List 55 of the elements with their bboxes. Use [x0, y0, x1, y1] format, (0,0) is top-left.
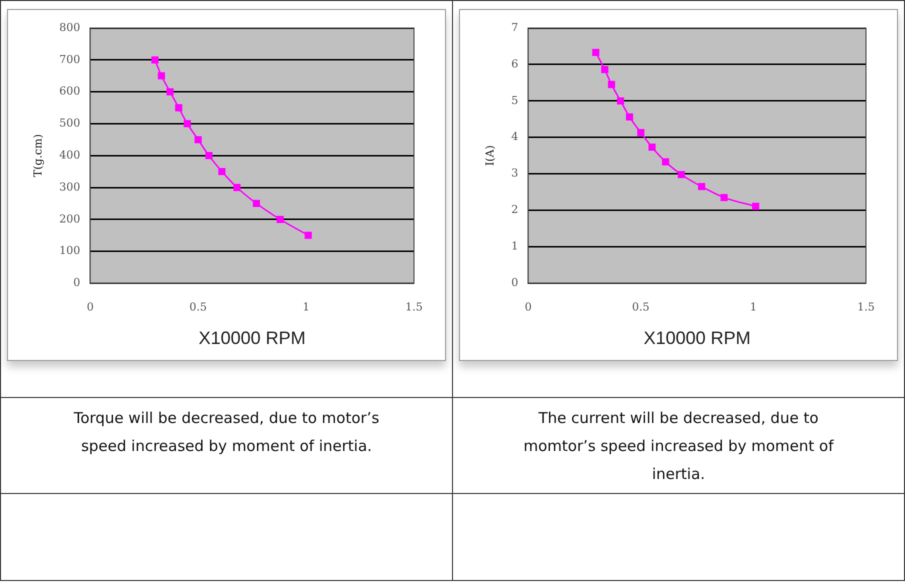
y-tick-label: 3	[511, 166, 518, 180]
point	[752, 202, 760, 210]
y-tick-label: 4	[511, 130, 518, 144]
y-tick-label: 700	[59, 52, 80, 66]
y-axis-title: I(A)	[483, 145, 496, 166]
point	[276, 216, 284, 223]
y-tick-label: 0	[511, 276, 518, 290]
x-axis-title: X10000 RPM	[644, 328, 751, 348]
point	[166, 88, 174, 96]
x-tick-label: 0	[86, 300, 94, 314]
text: The current will be decreased, due to momtor’s speed increased by moment of inertia.	[522, 408, 835, 485]
point	[662, 158, 670, 166]
x-tick-label: 1	[302, 300, 310, 314]
y-tick-label: 600	[59, 84, 80, 98]
y-tick-label: 100	[59, 244, 80, 258]
point	[592, 48, 600, 56]
point	[304, 232, 312, 239]
x-tick-label: 0.5	[632, 300, 650, 314]
y-tick-label: 7	[511, 20, 518, 34]
point	[601, 66, 608, 74]
x-axis-title: X10000 RPM	[198, 328, 306, 348]
x-tick-label: 1.5	[857, 300, 875, 314]
point	[626, 113, 634, 121]
point	[252, 200, 260, 208]
y-tick-label: 6	[511, 57, 518, 70]
y-tick-label: 1	[511, 240, 518, 253]
point	[648, 144, 656, 151]
point	[205, 152, 213, 160]
point	[678, 170, 685, 178]
y-tick-label: 200	[59, 212, 80, 226]
y-tick-label: 5	[511, 94, 518, 107]
x-tick-label: 1.5	[405, 300, 423, 314]
point	[233, 184, 241, 192]
x-tick-label: 0	[524, 300, 532, 314]
y-tick-label: 500	[59, 116, 80, 130]
x-tick-label: 0.5	[189, 300, 207, 314]
y-tick-label: 2	[511, 203, 518, 216]
y-tick-label: 400	[59, 148, 80, 162]
y-axis-title: T(g.cm)	[31, 134, 44, 178]
point	[698, 183, 706, 190]
y-tick-label: 0	[73, 276, 80, 290]
x-tick-label: 1	[750, 300, 757, 314]
point	[175, 104, 182, 112]
y-tick-label: 800	[59, 20, 80, 34]
point	[151, 56, 159, 64]
point	[608, 80, 616, 88]
point	[637, 129, 644, 136]
point	[158, 72, 166, 80]
point	[218, 168, 226, 176]
point	[616, 97, 624, 104]
y-tick-label: 300	[59, 180, 80, 194]
text: Torque will be decreased, due to motor’s speed increased by moment of inertia.	[72, 408, 380, 457]
point	[720, 194, 728, 202]
point	[194, 136, 202, 144]
point	[184, 120, 191, 128]
